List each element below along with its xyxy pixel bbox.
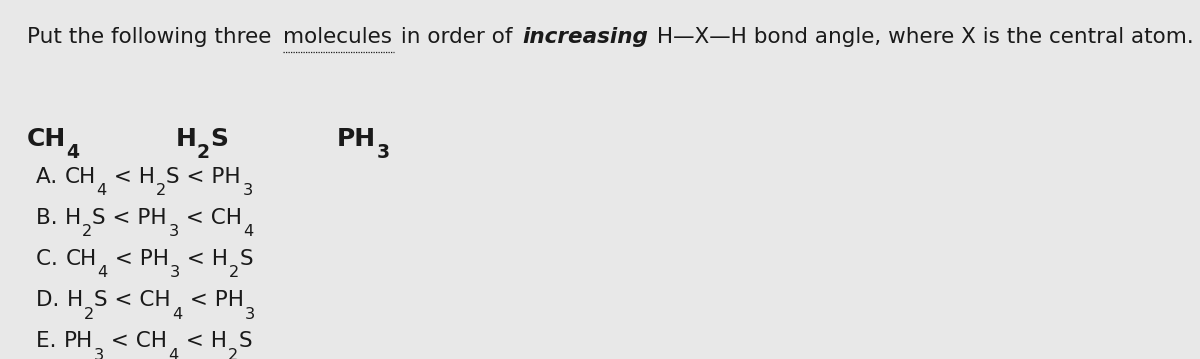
Text: 2: 2 bbox=[82, 224, 92, 239]
Text: 3: 3 bbox=[94, 348, 104, 359]
Text: H: H bbox=[175, 127, 197, 151]
Text: S < PH: S < PH bbox=[167, 167, 241, 187]
Text: A.: A. bbox=[36, 167, 64, 187]
Text: S: S bbox=[240, 249, 253, 269]
Text: < CH: < CH bbox=[104, 331, 167, 351]
Text: 2: 2 bbox=[229, 266, 240, 280]
Text: S: S bbox=[239, 331, 252, 351]
Text: E.: E. bbox=[36, 331, 64, 351]
Text: 3: 3 bbox=[377, 143, 390, 162]
Text: H—X—H bond angle, where X is the central atom.: H—X—H bond angle, where X is the central… bbox=[650, 27, 1194, 47]
Text: 3: 3 bbox=[245, 307, 256, 322]
Text: C.: C. bbox=[36, 249, 65, 269]
Text: 3: 3 bbox=[170, 266, 180, 280]
Text: 3: 3 bbox=[242, 183, 253, 198]
Text: H: H bbox=[65, 208, 82, 228]
Text: < H: < H bbox=[107, 167, 155, 187]
Text: D.: D. bbox=[36, 290, 66, 310]
Text: S < CH: S < CH bbox=[94, 290, 170, 310]
Text: 2: 2 bbox=[156, 183, 167, 198]
Text: 4: 4 bbox=[168, 348, 179, 359]
Text: < H: < H bbox=[179, 331, 227, 351]
Text: S < PH: S < PH bbox=[92, 208, 167, 228]
Text: 3: 3 bbox=[168, 224, 179, 239]
Text: < CH: < CH bbox=[179, 208, 241, 228]
Text: 4: 4 bbox=[244, 224, 253, 239]
Text: < PH: < PH bbox=[108, 249, 169, 269]
Text: 2: 2 bbox=[84, 307, 94, 322]
Text: < PH: < PH bbox=[182, 290, 244, 310]
Text: PH: PH bbox=[337, 127, 376, 151]
Text: increasing: increasing bbox=[522, 27, 648, 47]
Text: 4: 4 bbox=[67, 143, 79, 162]
Text: CH: CH bbox=[65, 167, 96, 187]
Text: 4: 4 bbox=[97, 183, 107, 198]
Text: H: H bbox=[67, 290, 83, 310]
Text: 4: 4 bbox=[172, 307, 182, 322]
Text: S: S bbox=[210, 127, 228, 151]
Text: B.: B. bbox=[36, 208, 65, 228]
Text: CH: CH bbox=[65, 249, 97, 269]
Text: 2: 2 bbox=[197, 143, 210, 162]
Text: 2: 2 bbox=[228, 348, 239, 359]
Text: Put the following three: Put the following three bbox=[26, 27, 278, 47]
Text: < H: < H bbox=[180, 249, 228, 269]
Text: 4: 4 bbox=[97, 266, 108, 280]
Text: molecules: molecules bbox=[283, 27, 392, 47]
Text: in order of: in order of bbox=[394, 27, 520, 47]
Text: CH: CH bbox=[26, 127, 66, 151]
Text: PH: PH bbox=[64, 331, 94, 351]
